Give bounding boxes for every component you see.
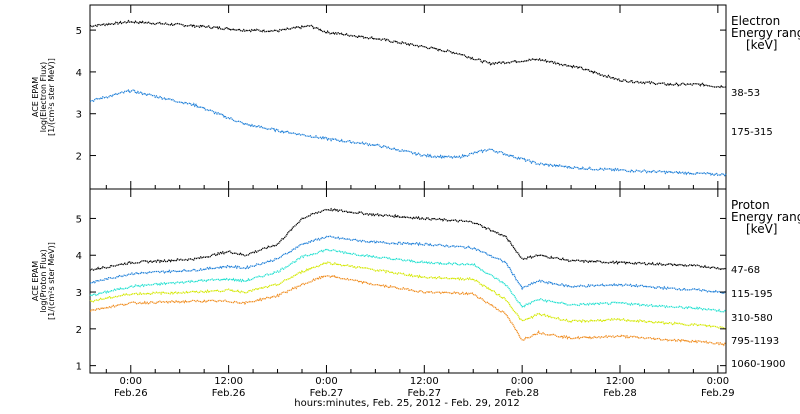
legend-title-line: [keV] [746,222,777,236]
series-line-175-315 [89,89,727,177]
x-tick-label: 12:00 [606,376,635,387]
y-axis-label-line: [1/(cm²s ster MeV)] [47,58,56,136]
series-38-53 [89,19,727,89]
panel-frame-2 [89,188,727,374]
series-1060-1900 [89,274,727,347]
y-axis-label-line: [1/(cm²s ster MeV)] [47,242,56,320]
panel-frame-1 [89,4,727,190]
x-tick-label: 0:00 [120,376,142,387]
x-tick-date-label: Feb.26 [114,388,148,399]
data-series-layer [89,19,727,347]
series-line-310-580 [89,248,727,313]
y-tick-label: 4 [76,68,82,79]
y-tick-label: 2 [76,152,82,163]
x-axis-label: hours:minutes, Feb. 25, 2012 - Feb. 29, … [294,398,519,409]
legend-entry-310-580: 310-580 [731,313,773,324]
series-line-47-68 [89,207,727,271]
x-tick-date-label: Feb.29 [701,388,735,399]
x-tick-date-label: Feb.28 [505,388,539,399]
legend-title-line: Energy range [731,210,800,224]
legend-title-line: Energy range [731,26,800,40]
x-tick-date-label: Feb.27 [310,388,344,399]
legend-title-line: Electron [731,14,780,28]
y-tick-label: 4 [76,251,82,262]
series-line-1060-1900 [89,274,727,347]
legend-entry-1060-1900: 1060-1900 [731,359,786,370]
y-tick-label: 1 [76,362,82,373]
x-tick-label: 0:00 [315,376,337,387]
series-795-1193 [89,261,727,330]
series-47-68 [89,207,727,271]
plot-frames [89,4,727,374]
legend-title-line: Proton [731,198,770,212]
x-tick-date-label: Feb.26 [212,388,246,399]
x-tick-label: 12:00 [214,376,243,387]
series-line-115-195 [89,235,727,294]
y-axis-label-line: log(Electron Flux) [39,62,48,132]
legend-entry-47-68: 47-68 [731,265,760,276]
legend-entry-38-53: 38-53 [731,88,760,99]
legend-title-line: [keV] [746,38,777,52]
y-axis-label-line: ACE EPAM [31,77,40,117]
x-tick-label: 0:00 [707,376,729,387]
y-tick-label: 5 [76,26,82,37]
legend-entry-175-315: 175-315 [731,127,773,138]
legend-entry-115-195: 115-195 [731,289,773,300]
series-line-795-1193 [89,261,727,330]
x-tick-date-label: Feb.28 [603,388,637,399]
series-175-315 [89,89,727,177]
y-tick-label: 5 [76,214,82,225]
series-115-195 [89,235,727,294]
series-line-38-53 [89,19,727,89]
y-tick-label: 2 [76,325,82,336]
y-tick-label: 3 [76,110,82,121]
legend-entry-795-1193: 795-1193 [731,336,779,347]
x-tick-date-label: Feb.27 [408,388,442,399]
series-310-580 [89,248,727,313]
y-axis-label-line: ACE EPAM [31,261,40,301]
y-tick-label: 3 [76,288,82,299]
x-tick-label: 12:00 [410,376,439,387]
y-axis-label-line: log(Proton Flux) [39,249,48,312]
x-tick-label: 0:00 [511,376,533,387]
